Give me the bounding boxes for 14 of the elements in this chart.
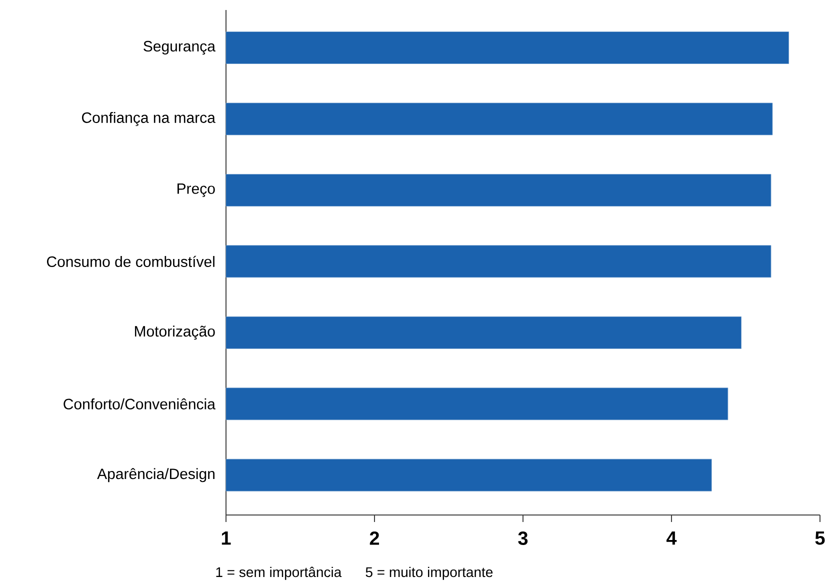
y-tick-label: Conforto/Conveniência xyxy=(64,398,216,410)
y-tick-label: Consumo de combustível xyxy=(46,256,214,268)
y-tick-label: Segurança xyxy=(144,40,216,55)
x-tick-label: 4 xyxy=(666,532,677,545)
x-tick-label: 2 xyxy=(370,532,380,545)
x-tick-label: 3 xyxy=(518,532,528,546)
text: 1 = sem importância xyxy=(216,566,342,580)
y-tick-label: Confiança na marca xyxy=(82,112,216,126)
y-tick-label: Preço xyxy=(178,183,215,197)
text: 5 = muito importante xyxy=(366,566,493,580)
x-tick-label: 1 xyxy=(222,532,231,545)
x-tick-label: 5 xyxy=(815,532,825,545)
y-tick-label: Aparência/Design xyxy=(97,468,214,482)
y-tick-label: Motorização xyxy=(134,326,215,340)
